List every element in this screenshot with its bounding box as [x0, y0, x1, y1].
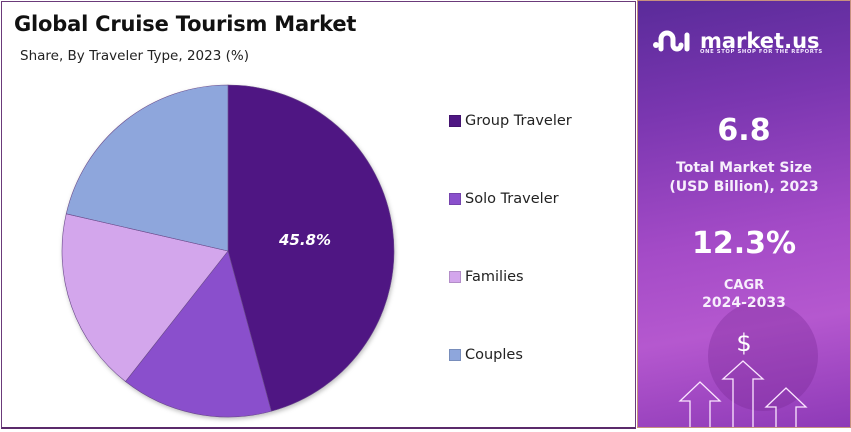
legend-label: Group Traveler: [465, 113, 572, 129]
pie-slice-couples: [65, 84, 229, 252]
legend-label: Families: [465, 269, 524, 285]
legend-swatch: [449, 271, 461, 283]
pie-chart: 45.8%: [61, 84, 395, 418]
pie-slice-group-traveler: [227, 84, 395, 412]
pie-data-label: 45.8%: [278, 231, 331, 249]
legend-item-families: Families: [449, 269, 524, 285]
legend-item-couples: Couples: [449, 347, 523, 363]
cagr-period: 2024-2033: [702, 295, 786, 311]
brand-tagline: ONE STOP SHOP FOR THE REPORTS: [700, 49, 823, 55]
market-size-label-line1: Total Market Size: [676, 160, 812, 176]
legend-label: Solo Traveler: [465, 191, 559, 207]
stats-sidebar: market.us ONE STOP SHOP FOR THE REPORTS …: [637, 0, 851, 428]
market-us-logo-icon: [653, 30, 690, 52]
market-size-value: 6.8: [717, 113, 771, 148]
background-decoration: [708, 301, 818, 411]
legend-item-group-traveler: Group Traveler: [449, 113, 572, 129]
chart-title: Global Cruise Tourism Market: [14, 12, 357, 36]
pie-slice-families: [61, 213, 229, 382]
cagr-label: CAGR: [723, 278, 765, 293]
brand-name: market.us: [700, 28, 820, 53]
pie-slice-solo-traveler: [125, 250, 272, 418]
chart-panel: Global Cruise Tourism Market Share, By T…: [1, 1, 636, 429]
chart-subtitle: Share, By Traveler Type, 2023 (%): [20, 48, 249, 64]
legend-swatch: [449, 115, 461, 127]
dollar-icon: $: [736, 329, 752, 357]
cagr-value: 12.3%: [691, 226, 797, 261]
legend-item-solo-traveler: Solo Traveler: [449, 191, 559, 207]
growth-arrows-icon: [678, 360, 808, 427]
legend-swatch: [449, 193, 461, 205]
legend-swatch: [449, 349, 461, 361]
market-size-label-line2: (USD Billion), 2023: [669, 179, 819, 195]
legend-label: Couples: [465, 347, 523, 363]
brand-logo: market.us: [652, 27, 820, 55]
